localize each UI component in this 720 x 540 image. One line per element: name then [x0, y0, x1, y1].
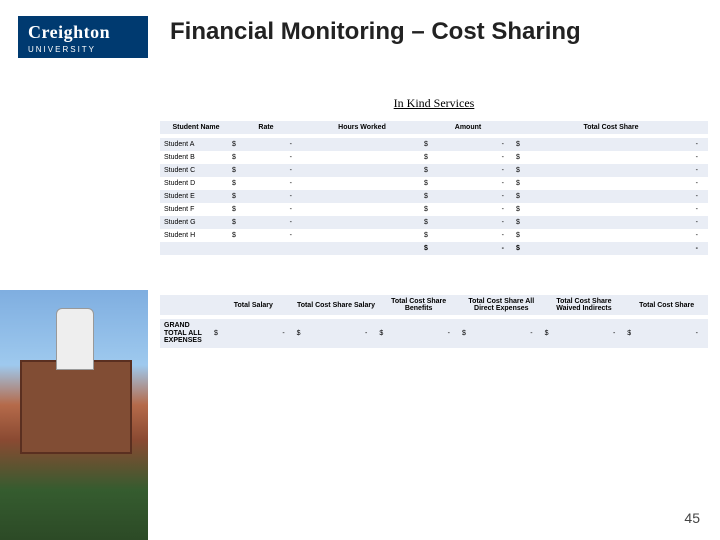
col-tcs-direct: Total Cost Share All Direct Expenses [460, 295, 543, 315]
table-row: Student A $ - $ - $ - [160, 138, 708, 151]
section-heading: In Kind Services [160, 90, 708, 117]
grand-total-label: GRAND TOTAL ALL EXPENSES [160, 319, 212, 348]
in-kind-services-table: Student Name Rate Hours Worked Amount To… [160, 117, 708, 295]
logo-name: Creighton [28, 22, 138, 43]
col-tcs-salary: Total Cost Share Salary [295, 295, 378, 315]
totals-table: Total Salary Total Cost Share Salary Tot… [160, 295, 708, 348]
col-amount: Amount [422, 121, 514, 134]
col-tcs-benefits: Total Cost Share Benefits [377, 295, 460, 315]
col-total-cost-share: Total Cost Share [514, 121, 708, 134]
content-area: In Kind Services Student Name Rate Hours… [160, 90, 708, 348]
col-tcs-indirect: Total Cost Share Waived Indirects [543, 295, 626, 315]
table-header-row: Student Name Rate Hours Worked Amount To… [160, 121, 708, 134]
table-row: Student E $ - $ - $ - [160, 190, 708, 203]
col-student-name: Student Name [160, 121, 230, 134]
table-row: Student F $ - $ - $ - [160, 203, 708, 216]
col-total-salary: Total Salary [212, 295, 295, 315]
table-row: Student D $ - $ - $ - [160, 177, 708, 190]
grand-total-row: GRAND TOTAL ALL EXPENSES $- $- $- $- $- … [160, 319, 708, 348]
totals-header-row: Total Salary Total Cost Share Salary Tot… [160, 295, 708, 315]
logo-subtitle: UNIVERSITY [28, 45, 138, 54]
table-row: Student C $ - $ - $ - [160, 164, 708, 177]
col-hours-worked: Hours Worked [302, 121, 422, 134]
col-tcs-total: Total Cost Share [625, 295, 708, 315]
slide-title: Financial Monitoring – Cost Sharing [170, 18, 581, 46]
page-number: 45 [684, 510, 700, 526]
subtotal-row: $ - $ - [160, 242, 708, 255]
table-row: Student G $ - $ - $ - [160, 216, 708, 229]
table-row: Student B $ - $ - $ - [160, 151, 708, 164]
col-rate: Rate [230, 121, 302, 134]
table-row: Student H $ - $ - $ - [160, 229, 708, 242]
campus-photo [0, 290, 148, 540]
university-logo: Creighton UNIVERSITY [18, 16, 148, 58]
